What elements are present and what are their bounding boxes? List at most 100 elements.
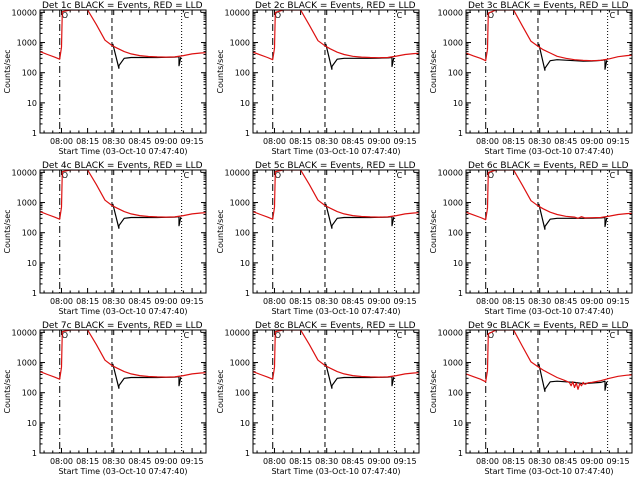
x-tick-label: 09:00 [367, 457, 390, 466]
marker-label: C [397, 171, 403, 180]
x-tick-label: 09:15 [607, 137, 630, 146]
y-tick-label: 10000 [12, 168, 37, 177]
y-tick-label: 100 [235, 389, 250, 398]
panel-det-9: Det 9c BLACK = Events, RED = LLD Counts/s… [429, 321, 633, 476]
y-tick-label: 10 [27, 419, 37, 428]
x-tick-label: 08:15 [76, 137, 99, 146]
x-tick-label: 09:00 [580, 457, 603, 466]
lld-series-line [40, 330, 206, 380]
plot-frame [465, 329, 633, 454]
panel-title: Det 2c BLACK = Events, RED = LLD [255, 1, 416, 11]
x-tick-label: 08:45 [128, 457, 151, 466]
lld-series-line [40, 170, 206, 220]
plot-frame [39, 169, 207, 294]
y-tick-label: 100 [448, 229, 463, 238]
marker-label: O [488, 331, 494, 340]
x-axis-label: Start Time (03-Oct-10 07:47:40) [271, 307, 400, 316]
y-tick-label: 10 [453, 259, 463, 268]
y-axis-label: Counts/sec [216, 49, 225, 93]
x-tick-label: 09:15 [394, 457, 417, 466]
series-group [40, 10, 206, 69]
y-tick-label: 10000 [225, 8, 250, 17]
x-tick-label: 08:15 [289, 297, 312, 306]
y-tick-label: 1 [458, 449, 463, 458]
y-axis-label: Counts/sec [429, 49, 438, 93]
x-axis-label: Start Time (03-Oct-10 07:47:40) [271, 147, 400, 156]
x-tick-label: 09:15 [394, 297, 417, 306]
y-tick-label: 1 [32, 129, 37, 138]
plot-frame [252, 169, 420, 294]
y-tick-label: 10000 [438, 8, 463, 17]
events-series-line [538, 43, 608, 71]
panel-title: Det 4c BLACK = Events, RED = LLD [42, 161, 203, 171]
lld-series-line [253, 170, 419, 220]
x-tick-label: 08:45 [554, 137, 577, 146]
y-tick-label: 1 [245, 289, 250, 298]
series-group [466, 170, 632, 230]
x-tick-label: 08:00 [476, 297, 499, 306]
plot-frame [39, 329, 207, 454]
x-tick-label: 09:15 [607, 457, 630, 466]
y-tick-label: 10 [240, 419, 250, 428]
marker-label: C [184, 171, 190, 180]
x-tick-label: 08:00 [263, 297, 286, 306]
y-tick-label: 100 [235, 229, 250, 238]
x-tick-label: 08:00 [50, 457, 73, 466]
y-tick-label: 10 [453, 419, 463, 428]
panel-det-3: Det 3c BLACK = Events, RED = LLD Counts/s… [429, 1, 633, 156]
y-tick-label: 1 [458, 129, 463, 138]
panel-det-2: Det 2c BLACK = Events, RED = LLD Counts/s… [216, 1, 420, 156]
plot-frame [252, 9, 420, 134]
panel-title: Det 1c BLACK = Events, RED = LLD [42, 1, 203, 11]
x-tick-label: 08:00 [476, 457, 499, 466]
marker-label: O [275, 171, 281, 180]
x-axis-label: Start Time (03-Oct-10 07:47:40) [484, 147, 613, 156]
y-tick-label: 10000 [12, 8, 37, 17]
y-tick-label: 100 [22, 69, 37, 78]
series-group [466, 330, 632, 392]
x-tick-label: 08:00 [263, 137, 286, 146]
y-axis-label: Counts/sec [429, 209, 438, 253]
y-tick-label: 1000 [17, 39, 37, 48]
x-tick-label: 08:45 [128, 297, 151, 306]
marker-label: O [488, 171, 494, 180]
y-tick-label: 10 [27, 99, 37, 108]
x-axis-label: Start Time (03-Oct-10 07:47:40) [271, 467, 400, 476]
marker-label: C [610, 331, 616, 340]
marker-label: O [488, 11, 494, 20]
x-tick-label: 08:30 [528, 457, 551, 466]
plot-frame [465, 169, 633, 294]
marker-label: O [275, 11, 281, 20]
panel-title: Det 5c BLACK = Events, RED = LLD [255, 161, 416, 171]
x-tick-label: 08:15 [502, 457, 525, 466]
x-tick-label: 08:30 [315, 297, 338, 306]
y-axis-label: Counts/sec [3, 209, 12, 253]
y-tick-label: 100 [22, 229, 37, 238]
events-series-line [538, 203, 608, 230]
lld-series-line [466, 170, 632, 221]
panel-title: Det 9c BLACK = Events, RED = LLD [468, 321, 629, 331]
y-tick-label: 1000 [443, 39, 463, 48]
marker-label: O [62, 11, 68, 20]
marker-label: O [62, 331, 68, 340]
y-axis-label: Counts/sec [429, 369, 438, 413]
x-tick-label: 08:00 [50, 297, 73, 306]
x-axis-label: Start Time (03-Oct-10 07:47:40) [484, 467, 613, 476]
y-tick-label: 1000 [230, 359, 250, 368]
x-tick-label: 08:30 [102, 457, 125, 466]
x-tick-label: 08:30 [315, 137, 338, 146]
x-tick-label: 08:30 [528, 297, 551, 306]
x-tick-label: 08:30 [102, 137, 125, 146]
marker-label: C [610, 11, 616, 20]
x-tick-label: 09:15 [394, 137, 417, 146]
y-axis-label: Counts/sec [216, 369, 225, 413]
y-tick-label: 100 [22, 389, 37, 398]
series-group [253, 10, 419, 70]
y-axis-label: Counts/sec [3, 369, 12, 413]
lld-series-line [466, 10, 632, 62]
y-tick-label: 1000 [230, 199, 250, 208]
panel-det-4: Det 4c BLACK = Events, RED = LLD Counts/s… [3, 161, 207, 316]
marker-label: C [184, 11, 190, 20]
y-tick-label: 1000 [443, 199, 463, 208]
x-tick-label: 09:00 [367, 297, 390, 306]
